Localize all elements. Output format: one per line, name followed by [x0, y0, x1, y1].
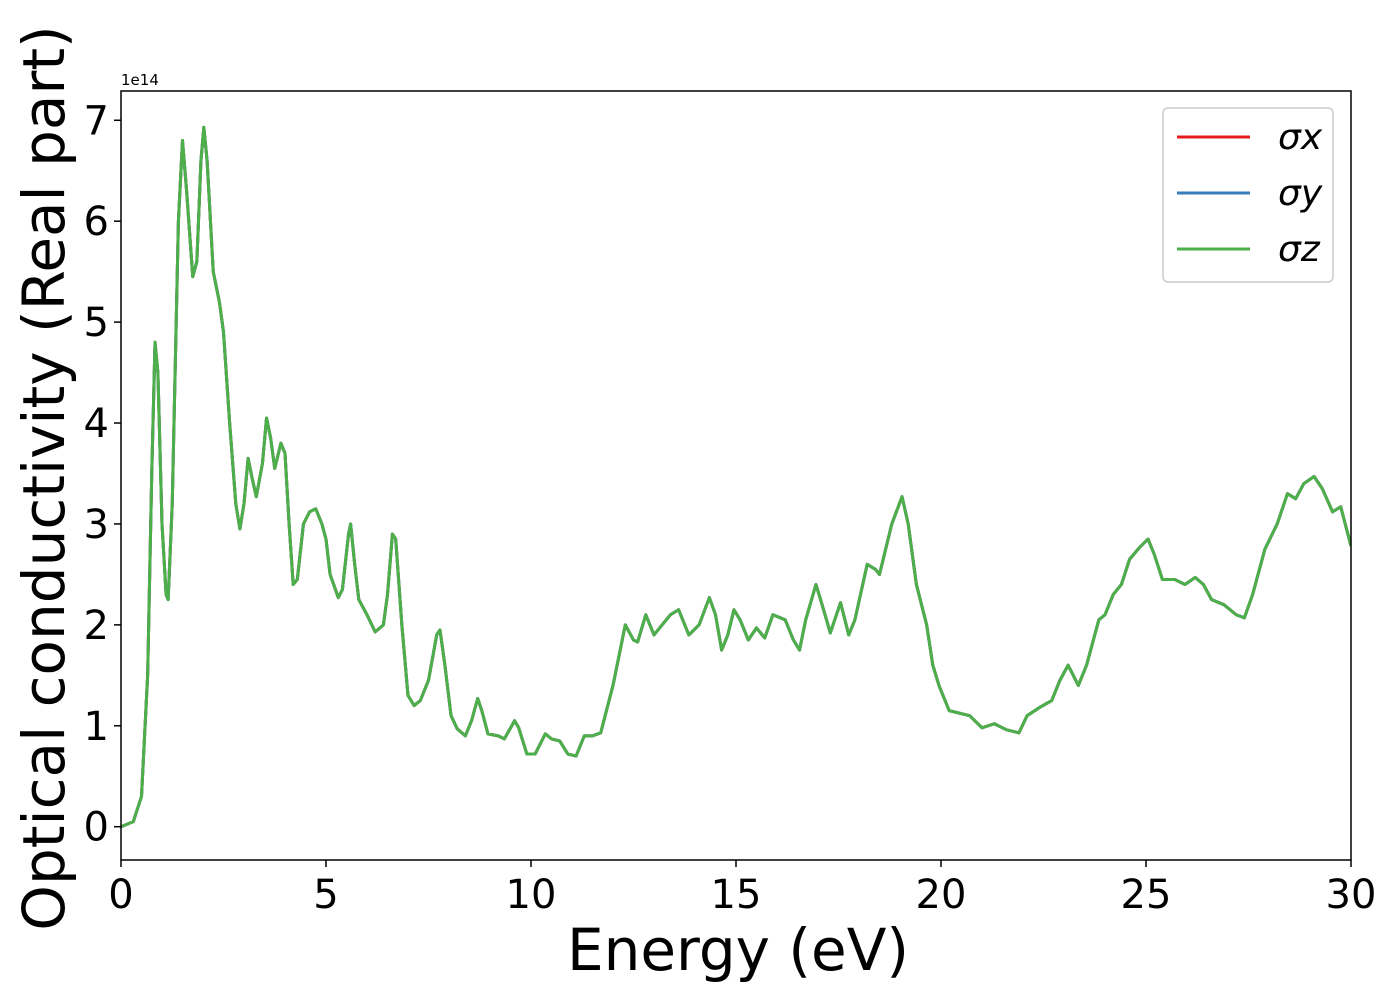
y-tick-label: 4: [84, 401, 109, 447]
y-offset-label: 1e14: [121, 71, 159, 89]
legend-box: [1162, 107, 1334, 283]
y-tick-label: 5: [84, 300, 109, 346]
legend-label: σx: [1278, 117, 1323, 158]
x-tick-label: 15: [711, 872, 762, 918]
plot-frame: [120, 90, 1352, 861]
x-tick-label: 0: [108, 872, 133, 918]
x-tick-label: 20: [916, 872, 967, 918]
y-tick-label: 6: [84, 199, 109, 245]
y-tick-label: 2: [84, 603, 109, 649]
legend: σx σy σz: [1162, 107, 1334, 283]
legend-label: σz: [1278, 229, 1321, 270]
y-tick-label: 7: [84, 98, 109, 144]
x-tick-label: 5: [313, 872, 338, 918]
x-axis-label: Energy (eV): [567, 916, 909, 984]
x-tick-label: 30: [1326, 872, 1377, 918]
y-tick-label: 0: [84, 805, 109, 851]
x-tick-label: 10: [506, 872, 557, 918]
legend-label: σy: [1278, 173, 1323, 214]
line-series: [121, 125, 1351, 829]
y-axis-label: Optical conductivity (Real part): [10, 25, 78, 930]
y-tick-label: 1: [84, 704, 109, 750]
x-tick-label: 25: [1121, 872, 1172, 918]
y-tick-label: 3: [84, 502, 109, 548]
